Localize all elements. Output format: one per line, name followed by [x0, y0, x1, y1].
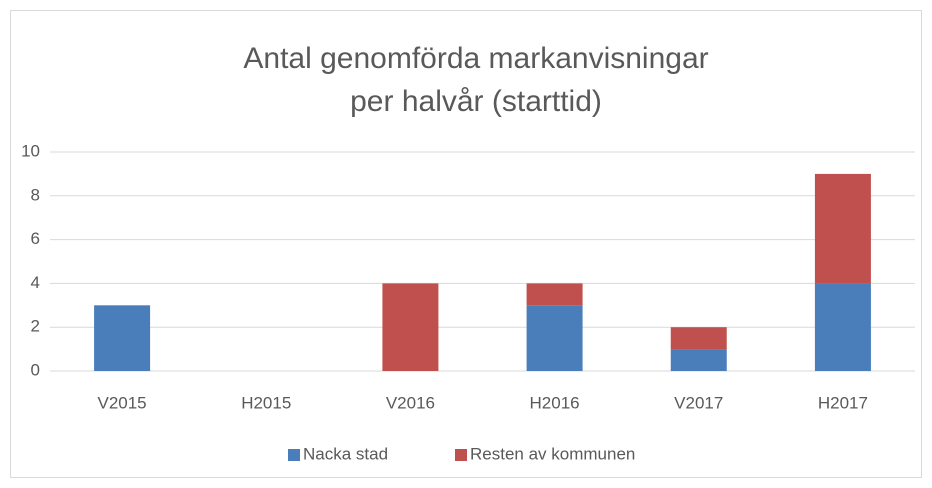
y-tick-label: 2	[31, 317, 40, 336]
bar-segment	[670, 349, 727, 371]
chart-border	[10, 10, 922, 478]
y-tick-label: 4	[31, 273, 40, 292]
y-tick-label: 8	[31, 185, 40, 204]
x-tick-label: V2017	[674, 393, 723, 412]
x-tick-label: H2016	[530, 393, 580, 412]
bar-segment	[526, 283, 583, 306]
x-tick-label: V2015	[97, 393, 146, 412]
bar-segment	[814, 173, 871, 284]
bar-segment	[526, 305, 583, 371]
y-tick-label: 6	[31, 229, 40, 248]
bar-segment	[814, 283, 871, 371]
legend-swatch	[455, 449, 467, 461]
y-tick-label: 10	[21, 141, 40, 160]
bar-segment	[670, 327, 727, 350]
legend-swatch	[288, 449, 300, 461]
y-tick-label: 0	[31, 360, 40, 379]
x-tick-label: V2016	[386, 393, 435, 412]
chart-title: per halvår (starttid)	[350, 85, 602, 118]
bar-segment	[94, 305, 151, 371]
x-tick-label: H2017	[818, 393, 868, 412]
legend-label: Resten av kommunen	[470, 444, 635, 463]
chart-title: Antal genomförda markanvisningar	[243, 42, 708, 75]
legend-label: Nacka stad	[303, 444, 388, 463]
x-tick-label: H2015	[241, 393, 291, 412]
bar-segment	[382, 283, 439, 371]
